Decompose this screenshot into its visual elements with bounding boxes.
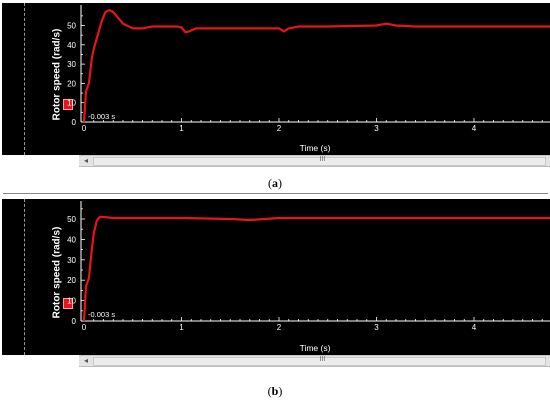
x-tick-label: 1: [179, 323, 184, 332]
series-color-swatch[interactable]: [63, 99, 73, 110]
cursor-dash-line: [24, 199, 25, 355]
y-tick-label: 30: [67, 256, 76, 265]
y-tick-label: 20: [67, 276, 76, 285]
x-axis: Time (s): [81, 320, 550, 353]
y-tick-label: 20: [67, 79, 76, 88]
plot-area[interactable]: Time (s) 0 1 2 3 4 0 10 20 30 40 50 -0.003 s: [67, 199, 550, 355]
y-tick-label: 0: [72, 118, 77, 127]
legend-strip: Rotor speed (rad/s): [2, 199, 79, 355]
plot-area[interactable]: Time (s) 0 1 2 3 4 0 10 20 30 40 50 -0.003 s: [67, 3, 550, 155]
x-tick-label: 2: [277, 124, 282, 133]
divider: [3, 193, 548, 194]
x-tick-label: 4: [472, 124, 477, 133]
y-tick-label: 50: [67, 22, 76, 31]
x-tick-label: 2: [277, 323, 282, 332]
scroll-thumb[interactable]: III: [93, 156, 546, 166]
x-axis: Time (s): [81, 121, 550, 153]
x-tick-label: 3: [374, 124, 379, 133]
series-color-swatch[interactable]: [63, 298, 73, 309]
scroll-thumb[interactable]: III: [93, 356, 546, 366]
rotor-speed-line: [82, 8, 550, 123]
horizontal-scrollbar[interactable]: ◂ III: [79, 355, 550, 367]
y-tick-label: 10: [67, 297, 76, 306]
x-tick-label: 4: [472, 323, 477, 332]
x-tick-label: 0: [82, 124, 87, 133]
cursor-time-label: -0.003 s: [88, 310, 115, 319]
y-tick-label: 0: [72, 317, 77, 326]
cursor-dash-line: [24, 3, 25, 155]
x-axis-label: Time (s): [300, 143, 331, 153]
chart-panel-a: Rotor speed (rad/s) Time (s) 0 1 2 3 4 0 10 20 3…: [0, 3, 550, 171]
scroll-grip: III: [319, 156, 326, 163]
y-tick-label: 10: [67, 99, 76, 108]
y-axis-label: Rotor speed (rad/s): [51, 226, 63, 319]
x-axis-label: Time (s): [300, 343, 331, 353]
x-tick-label: 0: [82, 323, 87, 332]
caption-letter: b: [271, 384, 279, 398]
horizontal-scrollbar[interactable]: ◂ III: [79, 155, 550, 167]
y-tick-label: 30: [67, 60, 76, 69]
chart-panel-b: Rotor speed (rad/s) Time (s) 0 1 2 3 4 0 10 20 3…: [0, 199, 550, 369]
scroll-left-button[interactable]: ◂: [83, 156, 88, 165]
rotor-speed-line: [82, 215, 550, 322]
scroll-grip: III: [319, 356, 326, 363]
cursor-time-label: -0.003 s: [88, 112, 115, 121]
legend-strip: Rotor speed (rad/s): [2, 3, 79, 155]
x-tick-label: 1: [179, 124, 184, 133]
y-tick-label: 50: [67, 215, 76, 224]
caption-a: (a): [268, 176, 282, 190]
x-tick-label: 3: [374, 323, 379, 332]
y-tick-label: 40: [67, 41, 76, 50]
scroll-left-button[interactable]: ◂: [83, 356, 88, 365]
y-tick-label: 40: [67, 235, 76, 244]
caption-b: (b): [267, 384, 283, 398]
y-axis-label: Rotor speed (rad/s): [51, 28, 63, 121]
caption-letter: a: [272, 176, 278, 190]
